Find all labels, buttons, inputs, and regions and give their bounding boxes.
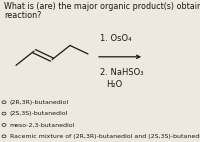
Text: (2R,3R)-butanediol: (2R,3R)-butanediol xyxy=(10,100,69,105)
Text: What is (are) the major organic product(s) obtained from the following: What is (are) the major organic product(… xyxy=(4,2,200,11)
Text: H₂O: H₂O xyxy=(106,80,122,88)
Text: meso-2,3-butanediol: meso-2,3-butanediol xyxy=(10,122,75,128)
Text: (2S,3S)-butanediol: (2S,3S)-butanediol xyxy=(10,111,68,116)
Text: Racemic mixture of (2R,3R)-butanediol and (2S,3S)-butanediol: Racemic mixture of (2R,3R)-butanediol an… xyxy=(10,134,200,139)
Text: reaction?: reaction? xyxy=(4,11,41,20)
Text: 1. OsO₄: 1. OsO₄ xyxy=(100,34,132,43)
Text: 2. NaHSO₃: 2. NaHSO₃ xyxy=(100,68,144,77)
